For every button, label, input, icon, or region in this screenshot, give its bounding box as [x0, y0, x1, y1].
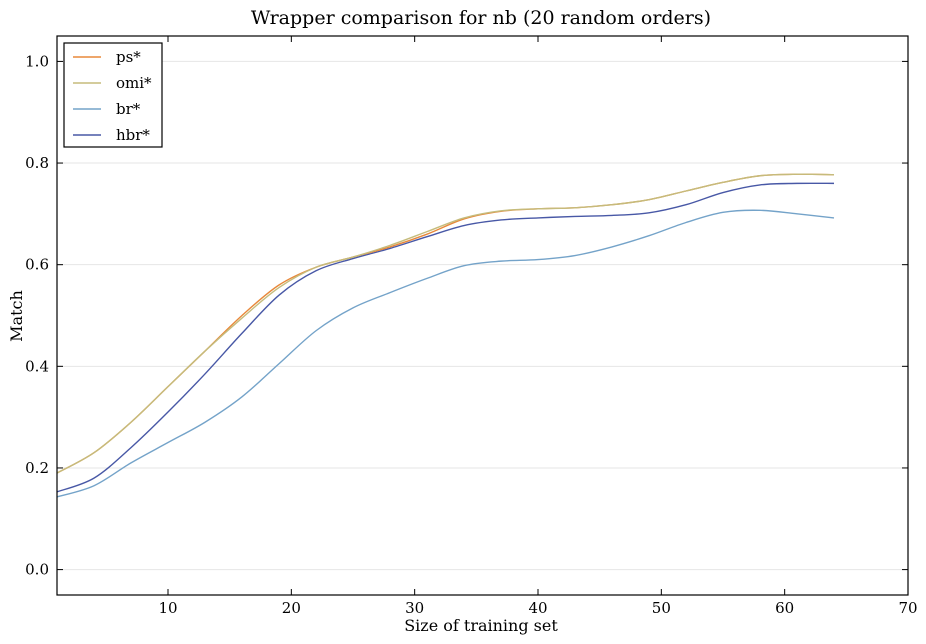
x-tick-label: 50	[652, 599, 671, 617]
chart-title: Wrapper comparison for nb (20 random ord…	[251, 7, 711, 29]
legend-entry: br*	[116, 100, 141, 118]
series-line-hbr	[56, 182, 835, 493]
axis-ticks	[57, 36, 909, 595]
gridlines	[57, 60, 908, 571]
legend: ps* omi* br* hbr*	[63, 42, 163, 148]
x-tick-label: 10	[158, 599, 177, 617]
y-axis-label: Match	[7, 290, 26, 342]
y-tick-label: 0.0	[25, 561, 49, 579]
legend-entry: ps*	[116, 48, 141, 66]
legend-entry: omi*	[116, 74, 152, 92]
legend-entry: hbr*	[116, 126, 150, 144]
x-tick-label: 70	[898, 599, 917, 617]
x-tick-label: 30	[405, 599, 424, 617]
series-line-br	[56, 209, 835, 498]
legend-box	[63, 42, 163, 148]
series-line-ps	[56, 173, 835, 474]
series-layer	[56, 173, 835, 498]
series-line-omi	[56, 173, 835, 474]
y-tick-label: 0.8	[25, 154, 49, 172]
y-tick-label: 0.2	[25, 459, 49, 477]
tick-labels: 0.0 0.2 0.4 0.6 0.8 1.0 10 20 30 40 50 60 70	[25, 52, 917, 617]
x-axis-label: Size of training set	[404, 616, 558, 635]
y-tick-label: 0.4	[25, 357, 49, 375]
y-tick-label: 0.6	[25, 256, 49, 274]
x-tick-label: 20	[282, 599, 301, 617]
x-tick-label: 60	[775, 599, 794, 617]
plot-frame	[56, 35, 909, 596]
y-tick-label: 1.0	[25, 52, 49, 70]
x-tick-label: 40	[528, 599, 547, 617]
